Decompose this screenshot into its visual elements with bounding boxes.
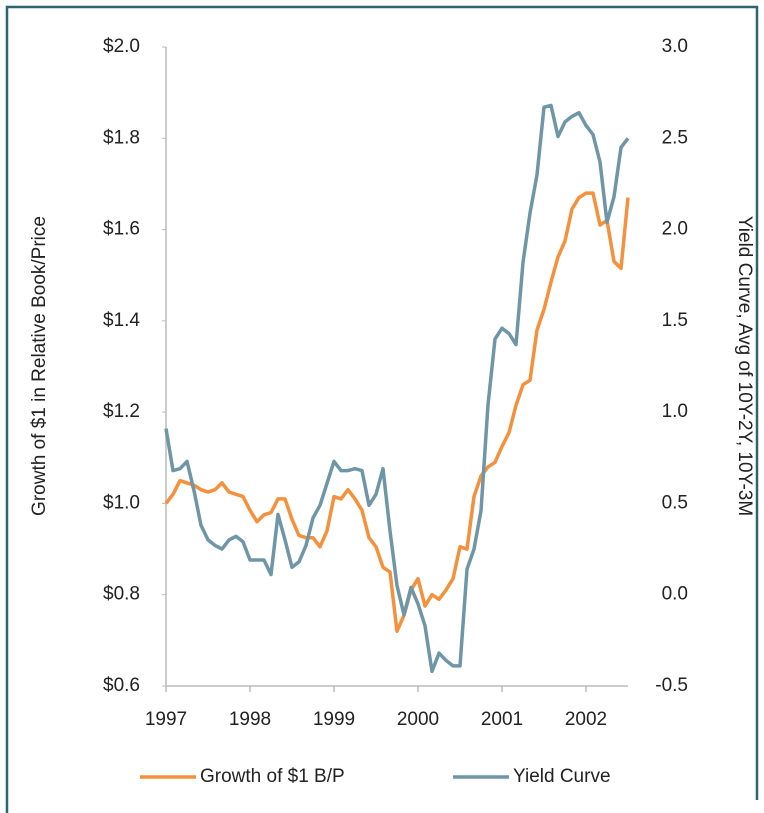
y-tick-label: $2.0: [103, 36, 140, 57]
y2-tick-label: 3.0: [662, 36, 688, 57]
y-tick-label: $0.8: [103, 584, 140, 605]
y-axis-label: Growth of $1 in Relative Book/Price: [29, 216, 50, 516]
y2-tick-label: -0.5: [655, 675, 688, 696]
y-tick-label: $1.0: [103, 492, 140, 513]
y2-tick-label: 1.5: [662, 310, 688, 331]
y2-tick-label: 2.5: [662, 127, 688, 148]
series-line: [164, 103, 630, 674]
x-tick-label: 1998: [229, 709, 271, 730]
y2-tick-label: 0.0: [662, 584, 688, 605]
y2-tick-label: 2.0: [662, 219, 688, 240]
x-tick-label: 2000: [397, 709, 439, 730]
x-tick-label: 2001: [481, 709, 523, 730]
y-tick-label: $0.6: [103, 675, 140, 696]
y-tick-label: $1.8: [103, 127, 140, 148]
frame: [5, 5, 759, 813]
y2-tick-label: 0.5: [662, 492, 688, 513]
legend-label: Growth of $1 B/P: [200, 766, 345, 787]
y2-tick-label: 1.0: [662, 401, 688, 422]
y-tick-label: $1.6: [103, 219, 140, 240]
x-tick-label: 1999: [313, 709, 355, 730]
y-tick-label: $1.2: [103, 401, 140, 422]
series-line: [164, 191, 630, 633]
legend-label: Yield Curve: [513, 766, 611, 787]
y2-axis-label: Yield Curve, Avg of 10Y-2Y, 10Y-3M: [734, 216, 755, 516]
y-tick-label: $1.4: [103, 310, 140, 331]
x-tick-label: 1997: [145, 709, 187, 730]
x-tick-label: 2002: [565, 709, 607, 730]
